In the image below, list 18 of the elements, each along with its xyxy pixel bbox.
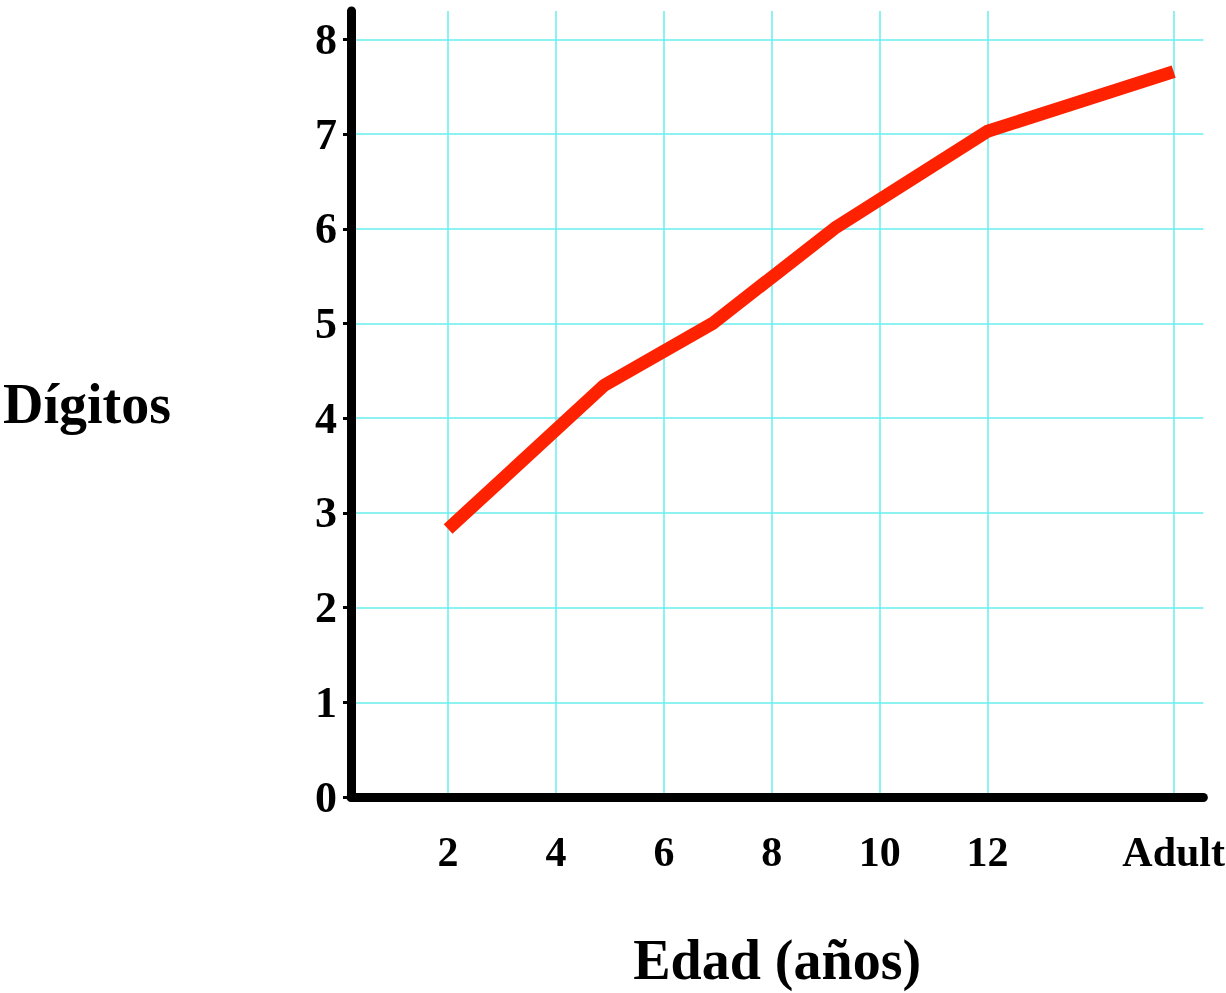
y-tick-label: 4	[315, 393, 337, 443]
y-tick-label: 6	[315, 204, 337, 254]
y-tick-label: 2	[315, 583, 337, 633]
x-tick-label: 8	[761, 829, 783, 875]
x-tick-label: 10	[858, 829, 901, 875]
x-axis-title: Edad (años)	[633, 929, 922, 992]
y-axis-title: Dígitos	[3, 373, 171, 435]
y-tick-label: 3	[315, 488, 337, 538]
x-tick-label: 12	[966, 829, 1009, 875]
x-tick-label: 6	[653, 829, 675, 875]
x-tick-label: 2	[437, 829, 459, 875]
y-tick-label: 1	[315, 677, 337, 727]
y-tick-label: 7	[315, 109, 337, 159]
y-tick-label: 8	[315, 14, 337, 64]
y-tick-label: 5	[315, 299, 337, 349]
x-tick-label: 4	[545, 829, 567, 875]
y-tick-label: 0	[315, 772, 337, 822]
x-tick-label: Adult	[1122, 829, 1226, 875]
